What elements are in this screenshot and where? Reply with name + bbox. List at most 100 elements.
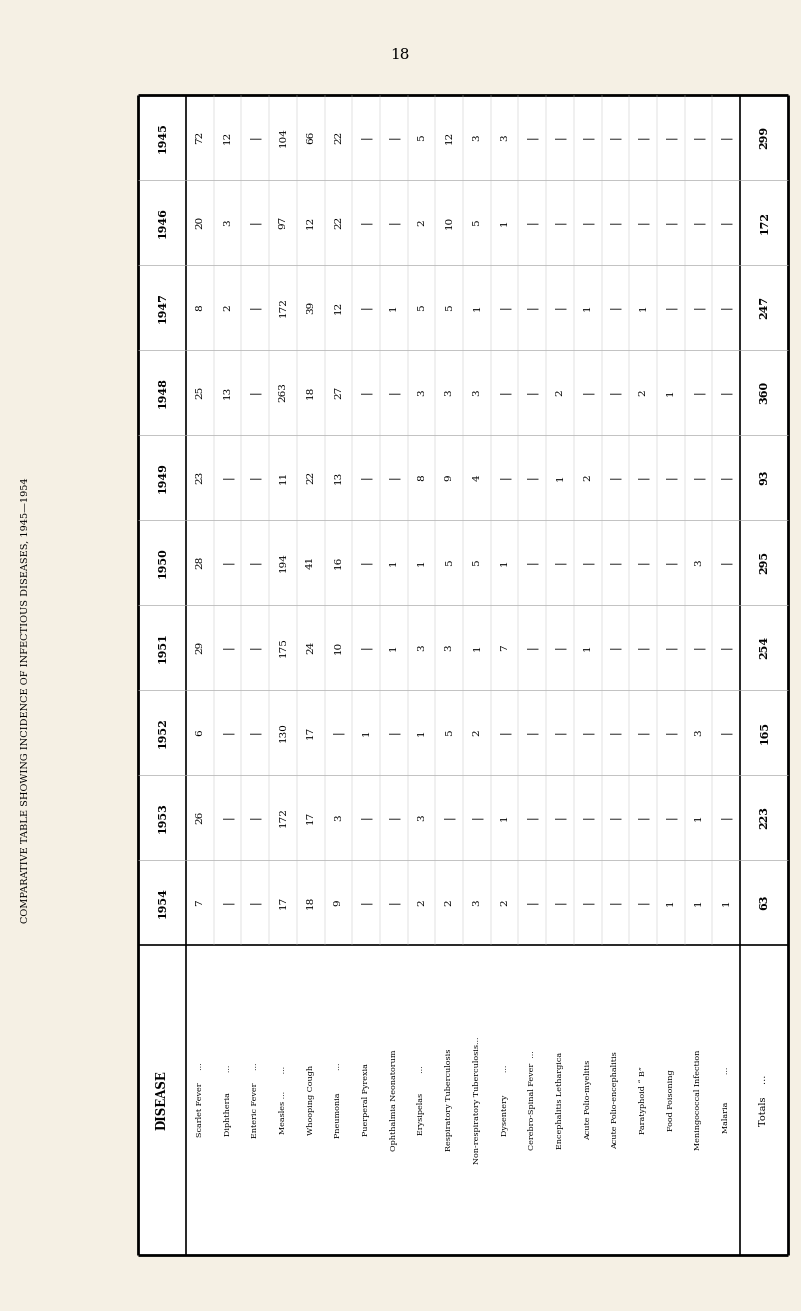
Text: |: | [554,815,566,819]
Text: 18: 18 [390,49,409,62]
Text: |: | [582,135,594,139]
Text: |: | [720,730,732,734]
Text: 8: 8 [417,475,426,481]
Text: |: | [610,391,621,395]
Text: Measles ...       ...: Measles ... ... [279,1066,287,1134]
Text: 3: 3 [445,644,453,650]
Text: 1: 1 [583,644,592,650]
Text: 172: 172 [279,808,288,827]
Text: 23: 23 [195,471,204,484]
Text: |: | [582,220,594,224]
Text: 1: 1 [389,560,398,566]
Text: |: | [665,646,677,649]
Bar [138,94,788,1255]
Text: |: | [222,561,233,564]
Text: |: | [332,730,344,734]
Text: Scarlet Fever     ...: Scarlet Fever ... [196,1063,203,1138]
Text: |: | [249,305,261,309]
Text: 1: 1 [638,304,647,311]
Text: |: | [249,646,261,649]
Text: 17: 17 [279,895,288,909]
Text: 1: 1 [500,814,509,821]
Text: 18: 18 [306,385,315,399]
Text: |: | [638,901,649,905]
Text: 5: 5 [473,219,481,225]
Text: 1: 1 [666,899,675,906]
Text: 1: 1 [389,304,398,311]
Text: 12: 12 [445,131,453,144]
Text: |: | [610,561,621,564]
Text: 299: 299 [759,126,770,149]
Text: 5: 5 [445,304,453,311]
Text: |: | [720,391,732,395]
Text: 1: 1 [722,899,731,906]
Text: |: | [554,561,566,564]
Text: |: | [222,815,233,819]
Text: 1: 1 [694,899,703,906]
Text: |: | [526,730,538,734]
Text: 93: 93 [759,469,770,485]
Text: 66: 66 [306,131,315,144]
Text: |: | [610,305,621,309]
Text: |: | [526,646,538,649]
Text: |: | [249,815,261,819]
Text: 12: 12 [306,216,315,229]
Text: |: | [582,561,594,564]
Text: Malaria           ...: Malaria ... [723,1067,731,1133]
Text: 24: 24 [306,641,315,654]
Text: |: | [526,815,538,819]
Text: |: | [360,901,372,905]
Text: 1: 1 [389,644,398,650]
Text: |: | [360,646,372,649]
Text: |: | [693,391,704,395]
Text: |: | [582,391,594,395]
Text: |: | [720,815,732,819]
Text: 11: 11 [279,471,288,484]
Text: 72: 72 [195,131,204,144]
Text: |: | [471,815,482,819]
Text: Erysipelas        ...: Erysipelas ... [417,1065,425,1135]
Text: |: | [665,476,677,480]
Text: 13: 13 [334,471,343,484]
Text: Whooping Cough: Whooping Cough [307,1065,315,1135]
Text: |: | [222,476,233,480]
Text: 3: 3 [417,644,426,650]
Text: 5: 5 [445,729,453,735]
Text: |: | [720,476,732,480]
Text: |: | [360,815,372,819]
Text: 3: 3 [473,389,481,396]
Text: 17: 17 [306,812,315,825]
Text: 9: 9 [334,899,343,906]
Text: 2: 2 [223,304,232,311]
Text: 16: 16 [334,556,343,569]
Text: 3: 3 [500,134,509,140]
Text: |: | [526,220,538,224]
Text: |: | [360,305,372,309]
Text: |: | [720,561,732,564]
Text: 4: 4 [473,475,481,481]
Text: |: | [582,815,594,819]
Text: |: | [526,391,538,395]
Text: 2: 2 [417,219,426,225]
Text: 12: 12 [334,302,343,315]
Text: |: | [693,305,704,309]
Text: 22: 22 [306,471,315,484]
Text: |: | [554,901,566,905]
Text: |: | [249,220,261,224]
Text: |: | [526,476,538,480]
Text: 247: 247 [759,296,770,319]
Text: |: | [360,220,372,224]
Text: 41: 41 [306,556,315,569]
Text: 194: 194 [279,552,288,573]
Text: 10: 10 [334,641,343,654]
Text: |: | [665,135,677,139]
Text: 5: 5 [473,560,481,566]
Text: 9: 9 [445,475,453,481]
Text: 2: 2 [500,899,509,906]
Text: Food Poisoning: Food Poisoning [666,1070,674,1131]
Text: |: | [388,135,400,139]
Text: 63: 63 [759,894,770,910]
Text: 172: 172 [759,211,770,233]
Text: |: | [360,476,372,480]
Text: |: | [693,220,704,224]
